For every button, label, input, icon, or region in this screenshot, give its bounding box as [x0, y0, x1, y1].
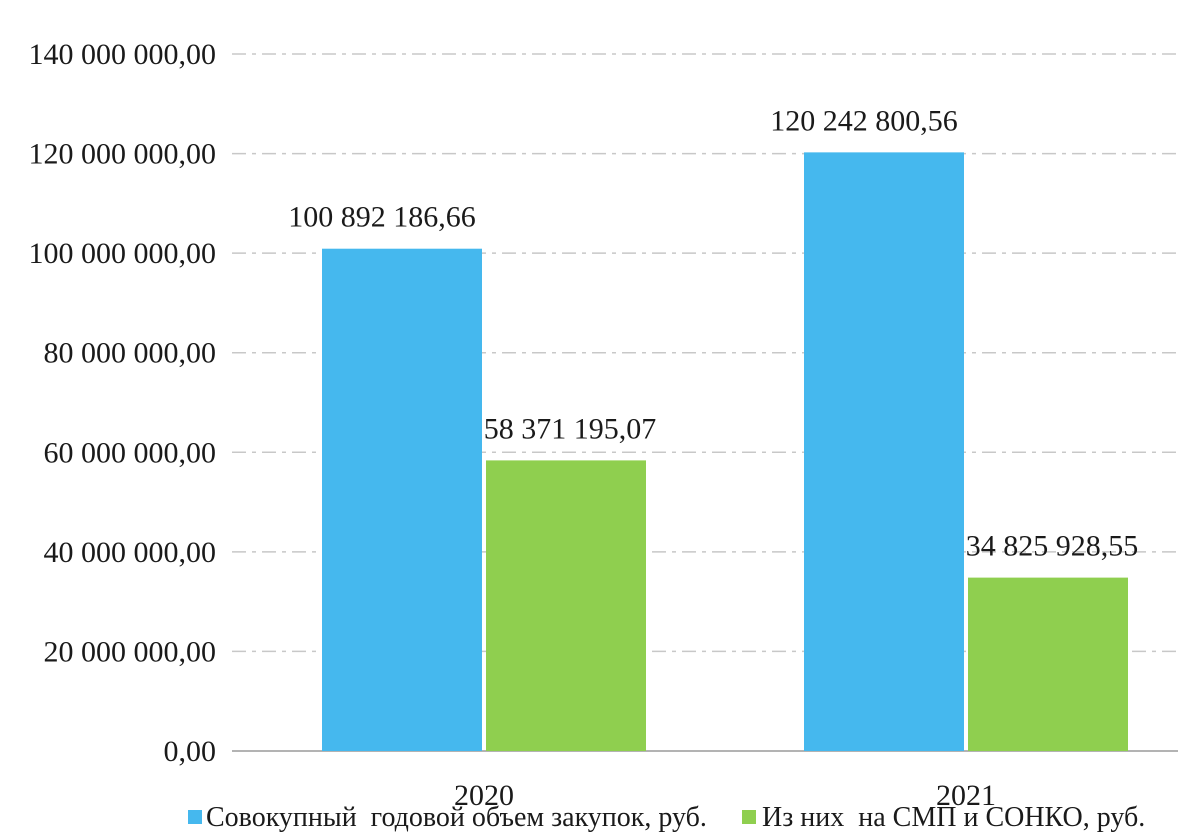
x-category-label: 2020	[454, 779, 514, 812]
x-category-label: 2021	[936, 779, 996, 812]
bar-smp-sonko-2021	[968, 577, 1128, 751]
data-label: 58 371 195,07	[484, 412, 657, 445]
legend-swatch	[742, 810, 756, 824]
y-tick-label: 60 000 000,00	[44, 436, 217, 469]
bar-total-2021	[804, 152, 964, 752]
y-tick-label: 100 000 000,00	[29, 237, 217, 270]
legend-label: Из них на СМП и СОНКО, руб.	[762, 802, 1145, 833]
legend-label: Совокупный годовой объем закупок, руб.	[206, 802, 707, 833]
data-labels: 100 892 186,66 58 371 195,07 120 242 800,5…	[288, 104, 1138, 562]
x-axis-category-labels: 2020 2021	[454, 779, 996, 812]
data-label: 100 892 186,66	[288, 201, 476, 234]
y-tick-label: 140 000 000,00	[29, 38, 217, 71]
y-tick-label: 80 000 000,00	[44, 337, 217, 370]
legend: Совокупный годовой объем закупок, руб. Из…	[188, 802, 1145, 833]
y-tick-label: 20 000 000,00	[44, 635, 217, 668]
y-tick-label: 40 000 000,00	[44, 536, 217, 569]
data-label: 34 825 928,55	[966, 530, 1139, 563]
y-axis-tick-labels: 0,00 20 000 000,00 40 000 000,00 60 000 000…	[29, 38, 217, 768]
bars	[322, 152, 1128, 752]
bar-smp-sonko-2020	[486, 460, 646, 751]
data-label: 120 242 800,56	[770, 104, 958, 137]
legend-swatch	[188, 810, 202, 824]
y-tick-label: 0,00	[164, 735, 217, 768]
bar-total-2020	[322, 248, 482, 751]
y-tick-label: 120 000 000,00	[29, 138, 217, 171]
